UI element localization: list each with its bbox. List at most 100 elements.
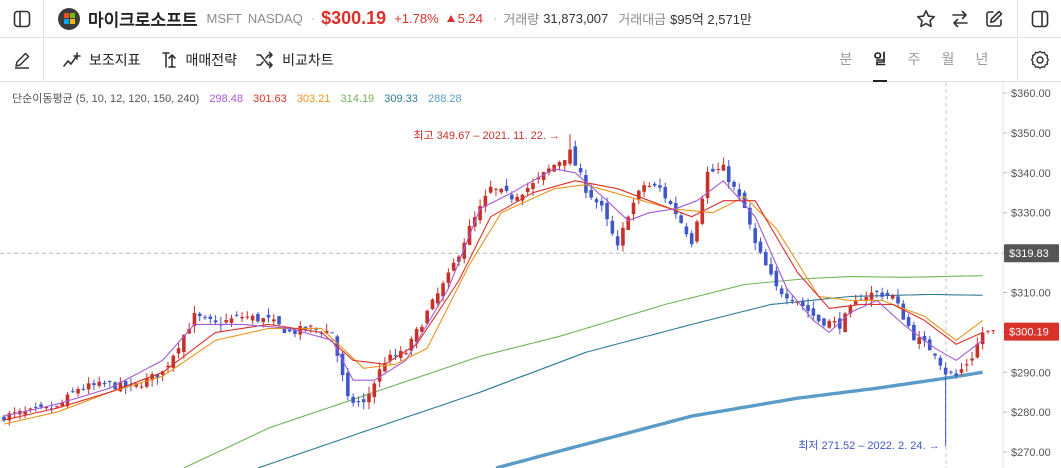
swap-icon xyxy=(952,10,968,27)
candle-body xyxy=(28,408,33,410)
candle-body xyxy=(890,295,895,299)
header-actions xyxy=(909,0,1061,38)
candle xyxy=(748,203,752,230)
candle xyxy=(906,313,911,328)
candle-body xyxy=(637,190,641,201)
candle-body xyxy=(578,168,583,173)
candle xyxy=(859,294,863,301)
candle-body xyxy=(346,372,350,397)
candle xyxy=(430,298,435,310)
candle xyxy=(848,304,853,318)
candle-body xyxy=(838,318,842,329)
candle-body xyxy=(462,242,467,259)
candle xyxy=(970,351,974,366)
swap-button[interactable] xyxy=(943,0,977,38)
crosshair-price-box xyxy=(1004,244,1059,263)
candle xyxy=(684,223,689,238)
candle-body xyxy=(652,183,657,186)
change-percent: +1.78% xyxy=(394,11,439,26)
candle xyxy=(420,323,424,333)
indicator-button[interactable]: 보조지표 xyxy=(62,50,141,70)
candle xyxy=(721,157,726,171)
right-sidebar-toggle[interactable] xyxy=(1017,0,1061,38)
candle-body xyxy=(885,292,890,296)
candle-body xyxy=(737,189,742,197)
period-tab-0[interactable]: 분 xyxy=(839,51,853,67)
period-tab-2[interactable]: 주 xyxy=(907,51,921,67)
candle-body xyxy=(986,330,990,332)
candle-body xyxy=(800,300,805,307)
settings-button[interactable] xyxy=(1017,38,1061,82)
candle-body xyxy=(599,200,604,206)
candle-body xyxy=(510,194,514,200)
candle xyxy=(139,382,144,389)
period-tab-1[interactable]: 일 xyxy=(863,38,897,82)
price-chart[interactable]: $360.00$350.00$340.00$330.00$320.00$310.… xyxy=(0,82,1061,468)
candle xyxy=(81,384,86,391)
candle-body xyxy=(277,316,281,325)
candle xyxy=(896,289,900,308)
stock-name: 마이크로소프트 xyxy=(88,11,198,30)
candle-body xyxy=(568,149,572,164)
candle-body xyxy=(430,299,435,310)
candle xyxy=(562,160,567,172)
candle xyxy=(256,311,260,324)
candle-body xyxy=(197,313,202,317)
candle-body xyxy=(361,399,366,403)
period-tab-4[interactable]: 년 xyxy=(975,51,989,67)
favorite-button[interactable] xyxy=(909,0,943,38)
candle-body xyxy=(12,412,17,414)
candle xyxy=(843,312,847,333)
strategy-button[interactable]: 매매전략 xyxy=(159,50,237,70)
candle xyxy=(552,164,556,173)
ticker-symbol: MSFT xyxy=(206,11,242,26)
candle xyxy=(92,379,96,390)
candle-body xyxy=(626,216,631,230)
y-tick-label: $350.00 xyxy=(1011,128,1051,140)
candle-body xyxy=(679,215,683,223)
sidebar-icon xyxy=(1031,10,1048,27)
candle-body xyxy=(261,318,266,322)
candle-body xyxy=(668,201,673,205)
candle-body xyxy=(2,416,6,421)
candle-body xyxy=(39,404,43,407)
candle xyxy=(203,315,207,320)
candle xyxy=(351,393,355,407)
trade-strategy-icon xyxy=(161,51,176,68)
chart-canvas[interactable]: $360.00$350.00$340.00$330.00$320.00$310.… xyxy=(0,82,1061,468)
candle-body xyxy=(615,236,620,246)
candle-body xyxy=(642,185,646,192)
volume-value: 31,873,007 xyxy=(543,11,609,26)
compare-button[interactable]: 비교차트 xyxy=(255,50,334,70)
candle-body xyxy=(324,330,329,334)
candle-body xyxy=(684,226,689,235)
candle xyxy=(250,313,255,325)
candle xyxy=(816,314,821,324)
candle xyxy=(541,171,546,186)
candle-body xyxy=(959,369,964,373)
candle-body xyxy=(108,381,112,383)
candle-body xyxy=(441,283,445,297)
candle-body xyxy=(716,169,720,171)
candle xyxy=(568,134,572,167)
left-sidebar-toggle[interactable] xyxy=(0,0,44,38)
candle-body xyxy=(213,320,218,323)
candle xyxy=(176,343,181,359)
legend-value-ma12: 303.21 xyxy=(296,93,331,105)
candle-body xyxy=(287,329,292,332)
candle-body xyxy=(647,185,652,187)
drawing-tool-button[interactable] xyxy=(0,37,44,82)
candle-body xyxy=(758,241,763,253)
candle-body xyxy=(880,292,884,297)
candle-body xyxy=(271,319,276,322)
candle-body xyxy=(864,296,869,301)
candle xyxy=(234,311,239,317)
period-tab-3[interactable]: 월 xyxy=(941,51,955,67)
candle-body xyxy=(763,251,768,266)
candle-body xyxy=(790,299,795,302)
candle xyxy=(933,353,937,360)
y-tick-label: $270.00 xyxy=(1011,447,1051,459)
candle-body xyxy=(404,353,408,355)
candle-body xyxy=(848,306,853,314)
edit-button[interactable] xyxy=(977,0,1011,38)
